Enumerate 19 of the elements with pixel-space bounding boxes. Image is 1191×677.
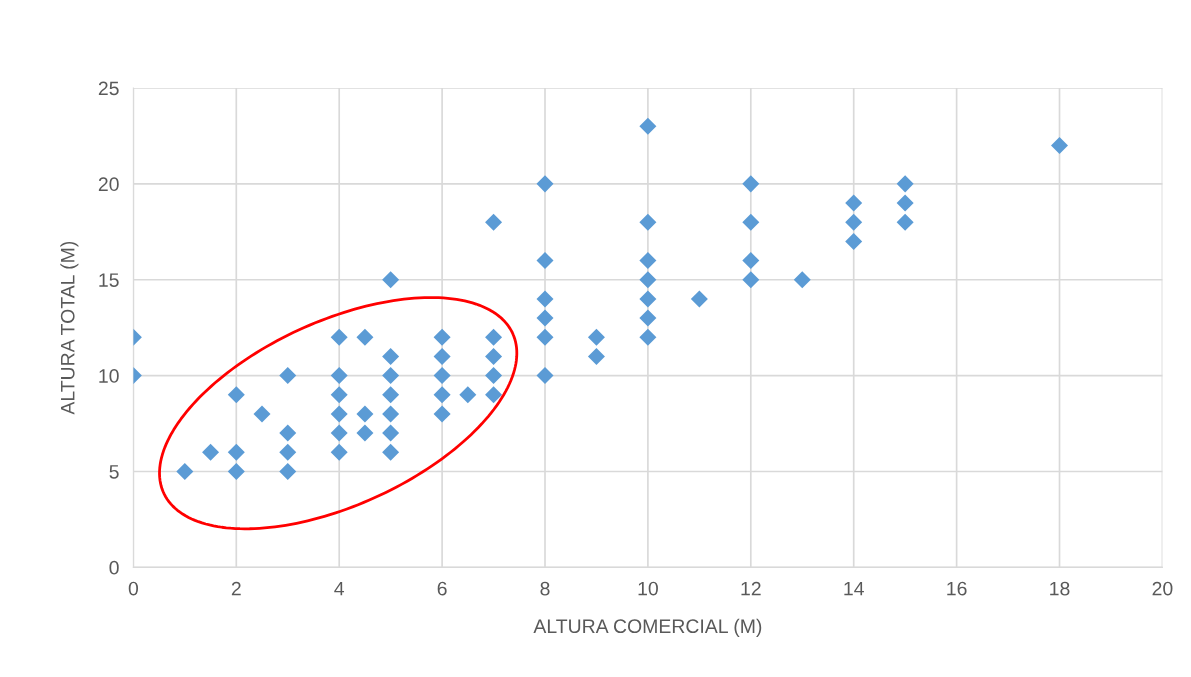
y-tick-label: 5	[109, 465, 119, 479]
y-tick-label: 10	[99, 369, 119, 383]
x-tick-label: 2	[231, 581, 241, 596]
y-tick-label: 15	[99, 273, 119, 287]
y-tick-label: 25	[98, 81, 119, 96]
x-tick-label: 12	[741, 581, 761, 596]
x-tick-label: 10	[638, 581, 658, 596]
y-tick-label: 20	[98, 177, 119, 192]
x-tick-label: 18	[1050, 581, 1070, 596]
x-tick-label: 14	[844, 581, 864, 596]
x-tick-label: 6	[437, 581, 447, 596]
y-tick-label: 0	[109, 560, 119, 575]
x-tick-label: 16	[947, 581, 967, 596]
x-tick-label: 4	[334, 581, 345, 596]
x-axis-title: ALTURA COMERCIAL (M)	[533, 618, 762, 637]
x-tick-label: 0	[128, 581, 139, 596]
x-tick-label: 20	[1152, 581, 1173, 596]
x-tick-label: 8	[540, 581, 550, 596]
y-axis-title: ALTURA TOTAL (M)	[60, 241, 79, 415]
